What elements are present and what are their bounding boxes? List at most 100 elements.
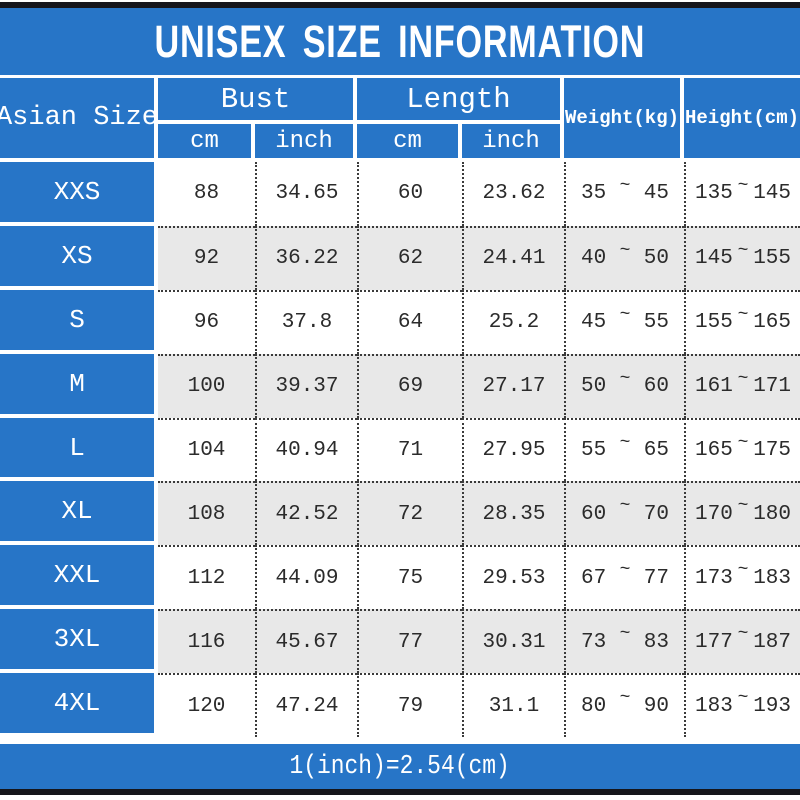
weight-range-cell: 35 ~ 45: [564, 162, 684, 226]
weight-range-cell: 40 ~ 50: [564, 225, 684, 290]
weight-range-cell: 45 ~ 55: [564, 289, 684, 354]
weight-min-value: 50: [581, 375, 607, 399]
column-group-header-length: Length: [357, 78, 564, 124]
column-header-asian-size: Asian Size: [0, 78, 158, 162]
bottom-border-bar: [0, 789, 800, 796]
title-bar: UNISEX SIZE INFORMATION: [0, 8, 800, 75]
weight-max-value: 65: [643, 439, 669, 462]
weight-max-value: 50: [643, 247, 669, 271]
tilde-icon: ~: [619, 368, 631, 389]
subheader-length-cm: cm: [357, 124, 462, 162]
size-label-cell: 3XL: [0, 609, 158, 674]
bust-inch-cell: 42.52: [255, 481, 357, 546]
weight-range-cell: 73 ~ 83: [564, 609, 684, 674]
tilde-icon: ~: [737, 560, 749, 581]
bust-inch-cell: 47.24: [255, 673, 357, 738]
bust-inch-cell: 44.09: [255, 545, 357, 610]
tilde-icon: ~: [737, 368, 749, 389]
height-min-value: 170: [695, 502, 733, 526]
weight-min-value: 45: [581, 311, 607, 335]
length-cm-cell: 77: [357, 609, 462, 674]
size-label-cell: L: [0, 417, 158, 482]
bust-inch-cell: 39.37: [255, 353, 357, 418]
size-label-cell: S: [0, 289, 158, 354]
height-min-value: 183: [695, 694, 733, 718]
height-max-value: 175: [753, 439, 791, 462]
length-cm-cell: 79: [357, 673, 462, 738]
length-inch-cell: 31.1: [462, 673, 564, 738]
table-footer-gap: [0, 737, 800, 745]
weight-range-cell: 55 ~ 65: [564, 417, 684, 482]
tilde-icon: ~: [619, 432, 631, 453]
tilde-icon: ~: [737, 624, 749, 645]
tilde-icon: ~: [737, 175, 749, 196]
height-range-cell: 135 ~ 145: [684, 162, 800, 226]
tilde-icon: ~: [619, 560, 631, 581]
height-range-cell: 170 ~ 180: [684, 481, 800, 546]
bust-cm-cell: 100: [158, 353, 255, 418]
height-max-value: 145: [753, 182, 791, 206]
length-cm-cell: 69: [357, 353, 462, 418]
size-label-cell: XL: [0, 481, 158, 546]
height-max-value: 187: [753, 630, 791, 654]
column-header-weight: Weight(kg): [564, 78, 684, 162]
weight-min-value: 60: [581, 502, 607, 526]
weight-max-value: 83: [643, 630, 669, 654]
length-cm-cell: 64: [357, 289, 462, 354]
weight-max-value: 70: [643, 502, 669, 526]
bust-inch-cell: 34.65: [255, 162, 357, 226]
size-label-cell: XXL: [0, 545, 158, 610]
height-range-cell: 165 ~ 175: [684, 417, 800, 482]
height-min-value: 177: [695, 630, 733, 654]
length-cm-cell: 71: [357, 417, 462, 482]
height-max-value: 165: [753, 311, 791, 335]
length-inch-cell: 30.31: [462, 609, 564, 674]
length-inch-cell: 24.41: [462, 225, 564, 290]
weight-max-value: 45: [643, 182, 669, 206]
top-border-bar: [0, 2, 800, 8]
bust-inch-cell: 45.67: [255, 609, 357, 674]
length-inch-cell: 23.62: [462, 162, 564, 226]
weight-min-value: 67: [581, 566, 607, 590]
height-min-value: 173: [695, 566, 733, 590]
tilde-icon: ~: [737, 496, 749, 517]
height-min-value: 155: [695, 311, 733, 335]
subheader-length-inch: inch: [462, 124, 564, 162]
bust-cm-cell: 104: [158, 417, 255, 482]
length-cm-cell: 75: [357, 545, 462, 610]
weight-min-value: 35: [581, 182, 607, 206]
bust-cm-cell: 88: [158, 162, 255, 226]
height-min-value: 165: [695, 439, 733, 462]
bust-cm-cell: 120: [158, 673, 255, 738]
height-min-value: 135: [695, 182, 733, 206]
weight-range-cell: 80 ~ 90: [564, 673, 684, 738]
bust-cm-cell: 116: [158, 609, 255, 674]
size-label-cell: M: [0, 353, 158, 418]
height-range-cell: 177 ~ 187: [684, 609, 800, 674]
weight-min-value: 40: [581, 247, 607, 271]
tilde-icon: ~: [737, 304, 749, 325]
height-range-cell: 155 ~ 165: [684, 289, 800, 354]
conversion-note-bar: 1(inch)=2.54(cm): [0, 744, 800, 790]
size-label-cell: 4XL: [0, 673, 158, 738]
conversion-note: 1(inch)=2.54(cm): [289, 751, 511, 782]
weight-min-value: 73: [581, 630, 607, 654]
height-max-value: 193: [753, 694, 791, 718]
column-header-height: Height(cm): [684, 78, 800, 162]
weight-max-value: 77: [643, 566, 669, 590]
length-cm-cell: 60: [357, 162, 462, 226]
weight-range-cell: 60 ~ 70: [564, 481, 684, 546]
weight-min-value: 55: [581, 439, 607, 462]
bust-inch-cell: 37.8: [255, 289, 357, 354]
weight-min-value: 80: [581, 694, 607, 718]
title-separator: [0, 75, 800, 78]
size-label-cell: XXS: [0, 162, 158, 226]
height-max-value: 171: [753, 375, 791, 399]
tilde-icon: ~: [737, 240, 749, 261]
tilde-icon: ~: [737, 432, 749, 453]
bust-cm-cell: 96: [158, 289, 255, 354]
height-min-value: 161: [695, 375, 733, 399]
length-cm-cell: 62: [357, 225, 462, 290]
top-white-strip: [0, 0, 800, 2]
